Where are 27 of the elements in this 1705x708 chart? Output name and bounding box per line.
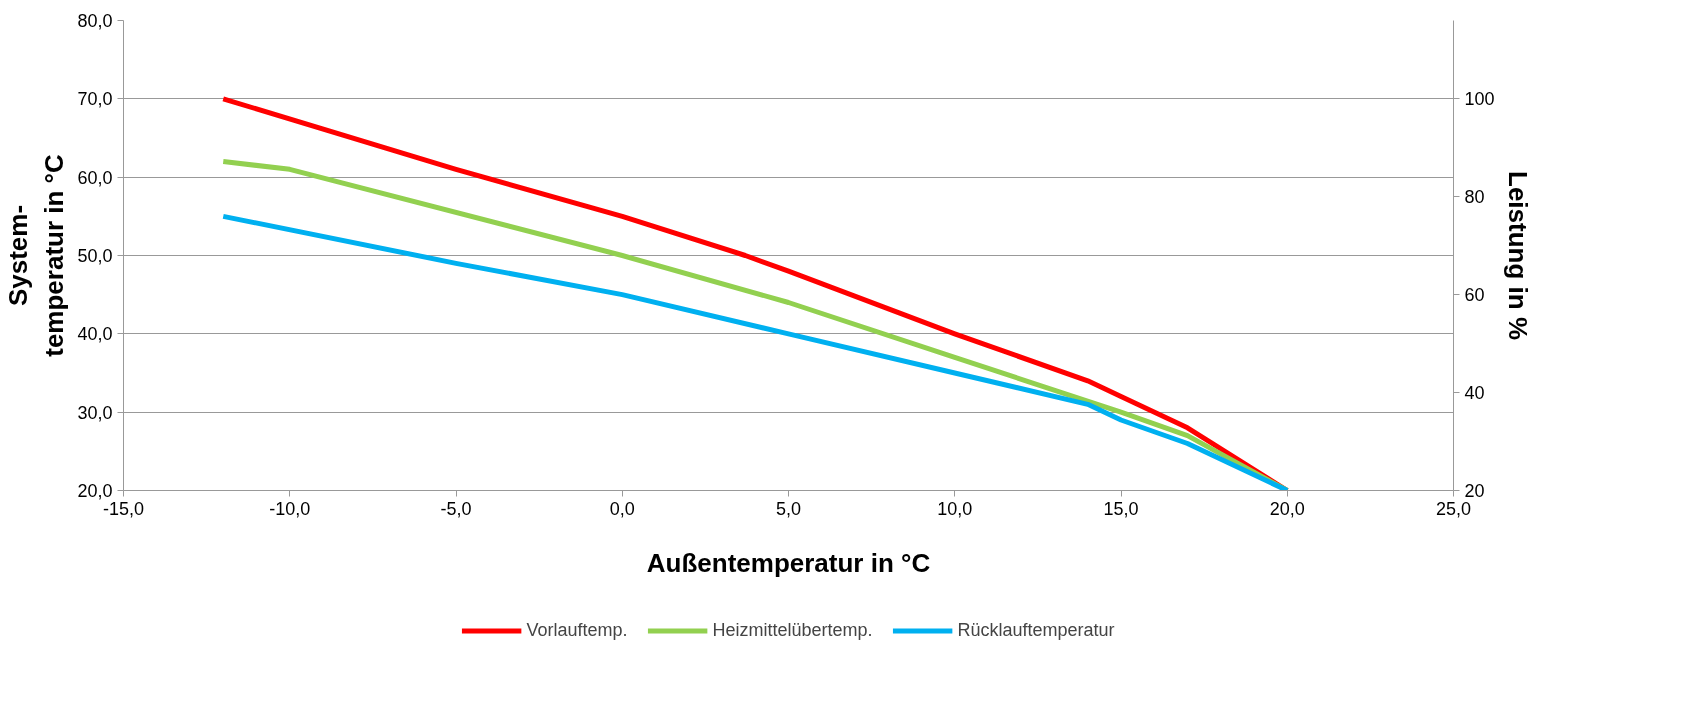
- x-tick-label: 25,0: [1435, 498, 1472, 519]
- y2-tick-label: 100: [1464, 89, 1495, 110]
- legend-label: Rücklauftemperatur: [957, 619, 1115, 641]
- x-tick-label: 0,0: [609, 498, 635, 519]
- x-tick-label: 5,0: [775, 498, 802, 519]
- x-tick-label: 10,0: [937, 498, 973, 519]
- y-tick-label: 20,0: [77, 481, 113, 501]
- y2-axis-title: Leistung in %: [1502, 171, 1533, 340]
- y2-tick-label: 80: [1464, 187, 1485, 208]
- x-tick-label: 15,0: [1103, 498, 1139, 519]
- legend-label: Heizmittelübertemp.: [712, 619, 873, 641]
- y2-tick-label: 60: [1464, 285, 1485, 306]
- y-tick-label: 80,0: [77, 11, 113, 31]
- y2-tick-label: 20: [1464, 481, 1485, 501]
- y-axis-title: System- temperatur in °C: [3, 154, 70, 357]
- y2-tick-label: 40: [1464, 383, 1485, 404]
- x-tick-label: -5,0: [440, 498, 472, 519]
- x-axis-title: Außentemperatur in °C: [646, 547, 931, 578]
- y-tick-label: 70,0: [77, 89, 113, 110]
- x-tick-label: -10,0: [269, 498, 311, 519]
- y-tick-label: 60,0: [77, 167, 113, 188]
- y-tick-label: 50,0: [77, 246, 113, 266]
- y-tick-label: 30,0: [77, 402, 113, 423]
- x-tick-label: 20,0: [1269, 498, 1305, 519]
- x-tick-label: -15,0: [102, 498, 145, 519]
- legend-label: Vorlauftemp.: [526, 619, 628, 641]
- y-tick-label: 40,0: [77, 324, 113, 345]
